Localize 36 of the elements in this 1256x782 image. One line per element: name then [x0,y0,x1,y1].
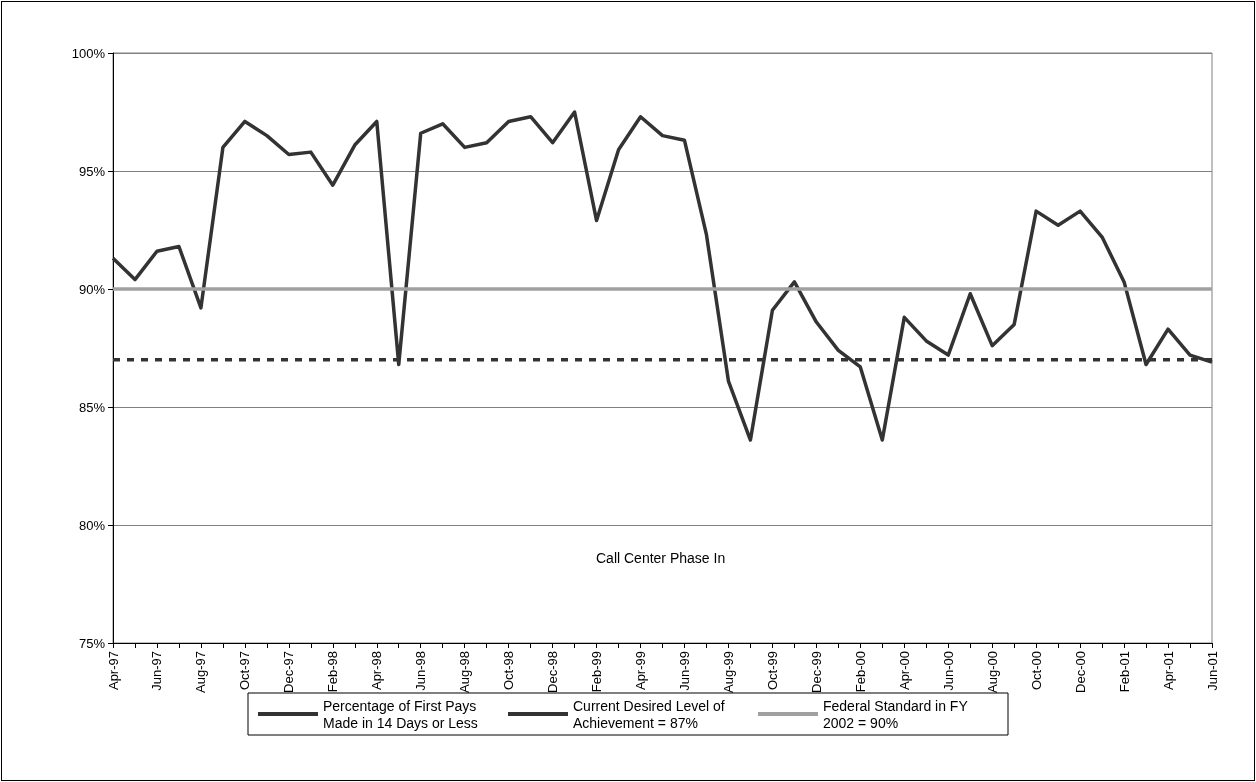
legend-label: Percentage of First Pays Made in 14 Days or Less [323,697,481,731]
y-tick-label: 90% [78,281,106,297]
x-tick-label: Feb-98 [325,651,341,693]
x-tick-label: Feb-00 [852,651,868,693]
y-tick-label: 95% [78,163,106,179]
x-tick-label: Feb-01 [1116,651,1132,693]
x-tick-label: Apr-99 [633,651,649,691]
x-tick-label: Aug-00 [984,651,1000,693]
x-tick-label: Jun-98 [413,651,429,691]
x-tick-label: Apr-00 [896,651,912,691]
x-tick-label: Dec-00 [1072,651,1088,693]
x-tick-label: Aug-98 [457,651,473,693]
x-tick-label: Dec-98 [545,651,561,693]
legend-label: Federal Standard in FY 2002 = 90% [823,697,972,731]
x-tick-label: Oct-98 [501,651,517,691]
y-tick-label: 100% [71,45,106,61]
annotation: Call Center Phase In [596,550,726,566]
y-tick-label: 75% [78,635,106,651]
x-tick-label: Aug-97 [193,651,209,693]
x-tick-label: Jun-00 [940,651,956,691]
x-tick-label: Apr-97 [105,651,121,691]
x-tick-label: Oct-99 [764,651,780,691]
x-tick-label: Oct-97 [237,651,253,691]
x-tick-label: Feb-99 [589,651,605,693]
y-tick-label: 80% [78,517,106,533]
x-tick-label: Dec-99 [808,651,824,693]
x-tick-label: Aug-99 [720,651,736,693]
x-tick-label: Jun-99 [676,651,692,691]
x-tick-label: Apr-98 [369,651,385,691]
x-tick-label: Jun-97 [149,651,165,691]
y-tick-label: 85% [78,399,106,415]
x-tick-label: Jun-01 [1204,651,1220,691]
legend-label: Current Desired Level of Achievement = 87% [573,697,729,731]
x-tick-label: Oct-00 [1028,651,1044,691]
x-tick-label: Apr-01 [1160,651,1176,691]
x-tick-label: Dec-97 [281,651,297,693]
